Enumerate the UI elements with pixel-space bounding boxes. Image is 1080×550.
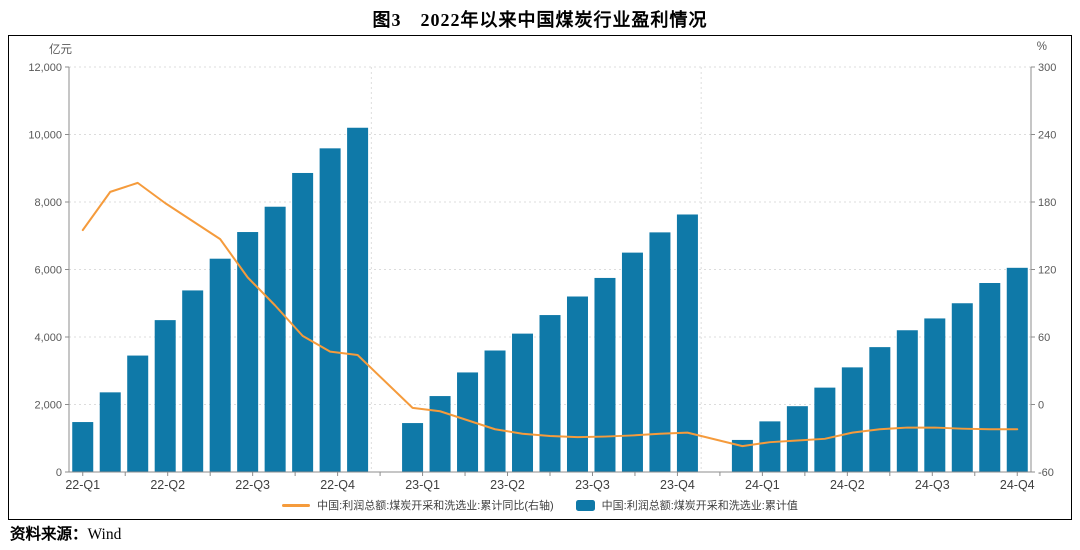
coal-profit-combo-chart: 0 2,000 4,000 6,000 8,000 10,000 12,000 -60 0 60 1… [28, 62, 1056, 492]
svg-text:22-Q3: 22-Q3 [235, 478, 270, 492]
svg-text:60: 60 [1038, 332, 1050, 344]
bar-series-swatch-icon [575, 499, 595, 511]
svg-text:-60: -60 [1038, 467, 1054, 479]
svg-text:23-Q1: 23-Q1 [405, 478, 440, 492]
source-label: 资料来源： [10, 526, 88, 543]
svg-text:24-Q4: 24-Q4 [1000, 478, 1035, 492]
chart-legend: 中国:利润总额:煤炭开采和洗选业:累计同比(右轴) 中国:利润总额:煤炭开采和洗… [9, 497, 1071, 513]
svg-text:300: 300 [1038, 62, 1056, 74]
legend-label-profit-bar: 中国:利润总额:煤炭开采和洗选业:累计值 [601, 500, 798, 512]
source-value: Wind [87, 526, 122, 543]
svg-text:120: 120 [1038, 265, 1056, 277]
svg-text:0: 0 [56, 467, 62, 479]
svg-text:22-Q1: 22-Q1 [65, 478, 100, 492]
svg-text:23-Q4: 23-Q4 [660, 478, 695, 492]
chart-frame: 亿元 % 0 2,000 4,000 6,000 8,000 10,000 12,000 -6… [8, 35, 1072, 520]
svg-text:10,000: 10,000 [28, 130, 62, 142]
svg-text:24-Q1: 24-Q1 [745, 478, 780, 492]
svg-text:2,000: 2,000 [34, 400, 62, 412]
svg-text:180: 180 [1038, 197, 1056, 209]
legend-item-profit-bar: 中国:利润总额:煤炭开采和洗选业:累计值 [575, 497, 798, 513]
svg-text:23-Q2: 23-Q2 [490, 478, 525, 492]
legend-item-yoy-line: 中国:利润总额:煤炭开采和洗选业:累计同比(右轴) [282, 497, 554, 513]
line-series-swatch-icon [282, 503, 311, 507]
source-note: 资料来源：Wind [10, 522, 121, 544]
svg-text:240: 240 [1038, 130, 1056, 142]
svg-text:8,000: 8,000 [34, 197, 62, 209]
svg-text:22-Q2: 22-Q2 [150, 478, 185, 492]
svg-text:12,000: 12,000 [28, 62, 62, 74]
figure-title: 图3 2022年以来中国煤炭行业盈利情况 [372, 10, 708, 30]
right-axis-unit-label: % [1036, 41, 1047, 53]
left-axis-unit-label: 亿元 [49, 44, 72, 56]
svg-text:23-Q3: 23-Q3 [575, 478, 610, 492]
svg-text:0: 0 [1038, 400, 1044, 412]
legend-label-yoy-line: 中国:利润总额:煤炭开采和洗选业:累计同比(右轴) [317, 500, 554, 512]
svg-text:22-Q4: 22-Q4 [320, 478, 355, 492]
svg-text:4,000: 4,000 [34, 332, 62, 344]
svg-text:24-Q2: 24-Q2 [830, 478, 865, 492]
svg-text:24-Q3: 24-Q3 [915, 478, 950, 492]
svg-text:6,000: 6,000 [34, 265, 62, 277]
